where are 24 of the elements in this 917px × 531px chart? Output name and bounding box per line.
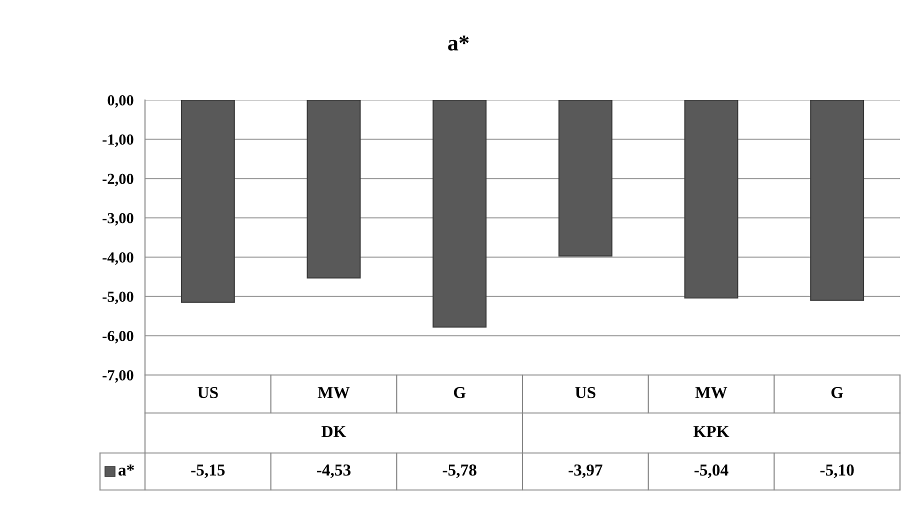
x-tick-label: US: [198, 386, 218, 398]
data-label: -5,04: [694, 464, 728, 478]
y-tick-label: -4,00: [102, 252, 134, 265]
y-tick-label: -6,00: [102, 330, 134, 344]
data-label: -4,53: [317, 464, 351, 478]
x-tick-label: MW: [695, 387, 728, 398]
data-label: -5,15: [191, 464, 225, 478]
chart-title: a*: [448, 36, 469, 51]
data-label: -3,97: [568, 464, 602, 478]
x-tick-label: G: [454, 386, 466, 398]
x-tick-label: G: [831, 386, 844, 398]
y-tick-label: -7,00: [102, 370, 134, 383]
data-label: -5,10: [820, 464, 854, 478]
x-tick-label: MW: [318, 387, 350, 398]
text: KPK: [693, 426, 730, 438]
y-tick-label: -3,00: [102, 213, 134, 226]
y-tick-label: 0,00: [108, 95, 134, 108]
x-tick-label: US: [575, 386, 596, 398]
y-tick-label: -5,00: [102, 292, 134, 304]
text: DK: [322, 426, 346, 438]
legend-label: a*: [118, 464, 134, 476]
y-tick-label: -2,00: [102, 174, 134, 186]
data-label: -5,78: [442, 464, 476, 478]
y-tick-label: -1,00: [102, 134, 134, 147]
